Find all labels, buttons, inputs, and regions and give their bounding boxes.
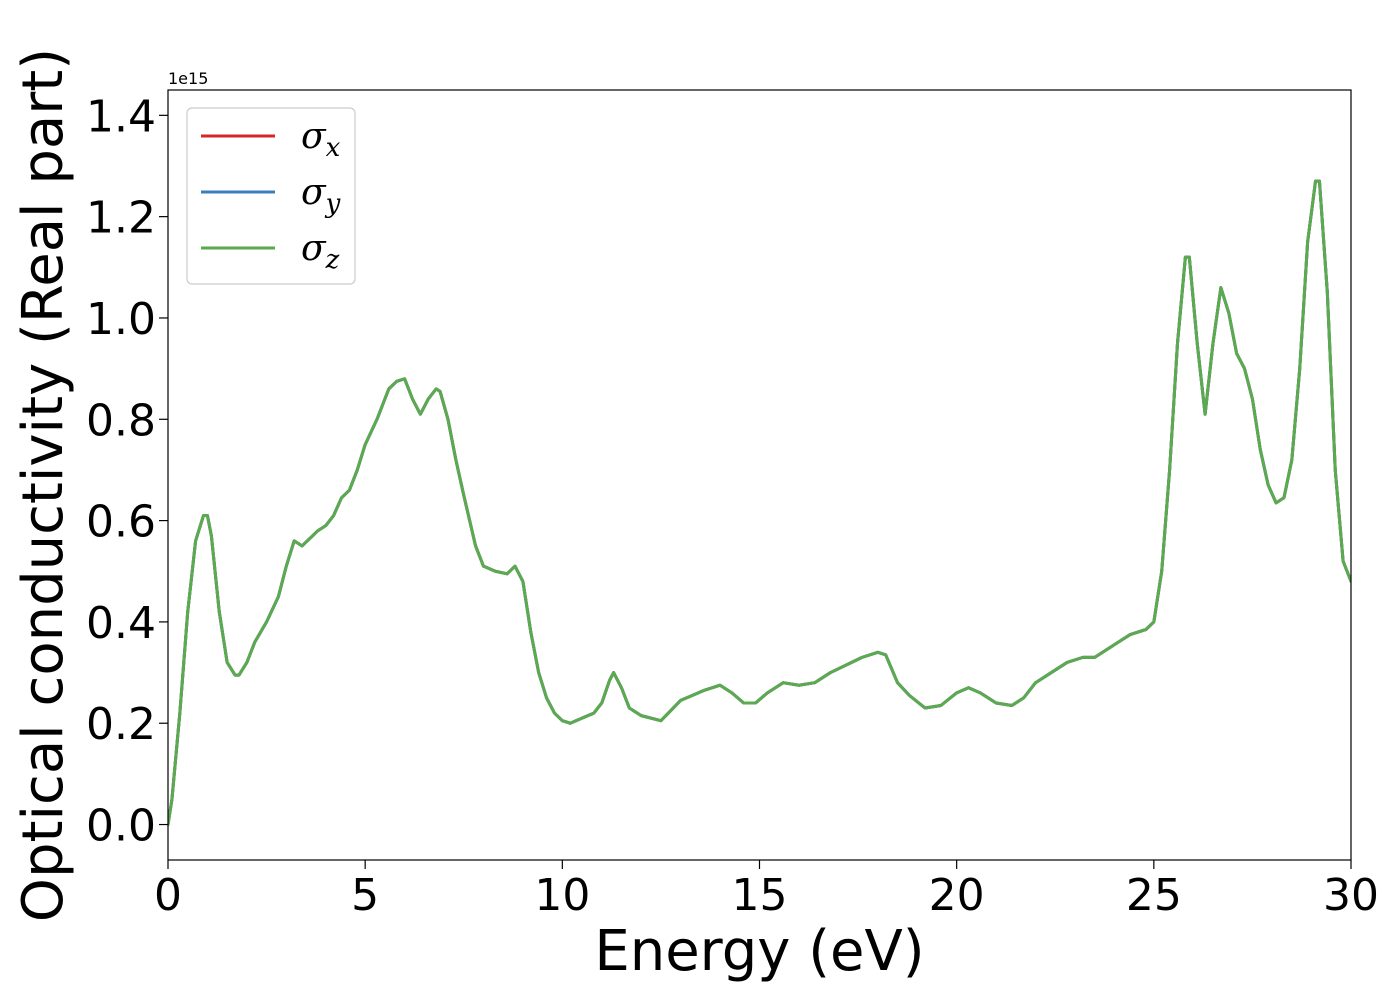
legend-label-y: σy bbox=[301, 172, 341, 219]
y-tick-label: 0.2 bbox=[86, 699, 156, 750]
x-tick-label: 5 bbox=[351, 870, 379, 921]
x-tick-label: 0 bbox=[154, 870, 182, 921]
legend-label-x: σx bbox=[301, 116, 341, 163]
legend-box bbox=[186, 107, 356, 285]
x-tick-label: 15 bbox=[732, 870, 788, 921]
legend: σx σy σz bbox=[186, 107, 356, 285]
y-tick-label: 0.6 bbox=[86, 497, 156, 548]
y-axis-label: Optical conductivity (Real part) bbox=[11, 48, 76, 922]
y-axis-offset-text: 1e15 bbox=[168, 69, 208, 88]
y-tick-label: 0.8 bbox=[86, 395, 156, 446]
series-line-σz bbox=[168, 179, 1351, 827]
x-axis-label: Energy (eV) bbox=[594, 919, 924, 984]
y-tick-label: 1.4 bbox=[86, 91, 156, 142]
x-tick-label: 20 bbox=[929, 870, 985, 921]
legend-label-z: σz bbox=[301, 228, 340, 275]
x-tick-label: 30 bbox=[1323, 870, 1379, 921]
x-tick-label: 10 bbox=[534, 870, 590, 921]
series-layer bbox=[168, 179, 1351, 827]
y-tick-label: 0.0 bbox=[86, 801, 156, 852]
y-tick-label: 0.4 bbox=[86, 598, 156, 649]
x-axis-ticks: 0 5 10 15 20 25 30 bbox=[154, 860, 1379, 921]
y-tick-label: 1.0 bbox=[86, 294, 156, 345]
y-tick-label: 1.2 bbox=[86, 193, 156, 244]
x-tick-label: 25 bbox=[1126, 870, 1182, 921]
y-axis-ticks: 0.0 0.2 0.4 0.6 0.8 1.0 1.2 1.4 bbox=[86, 91, 168, 852]
